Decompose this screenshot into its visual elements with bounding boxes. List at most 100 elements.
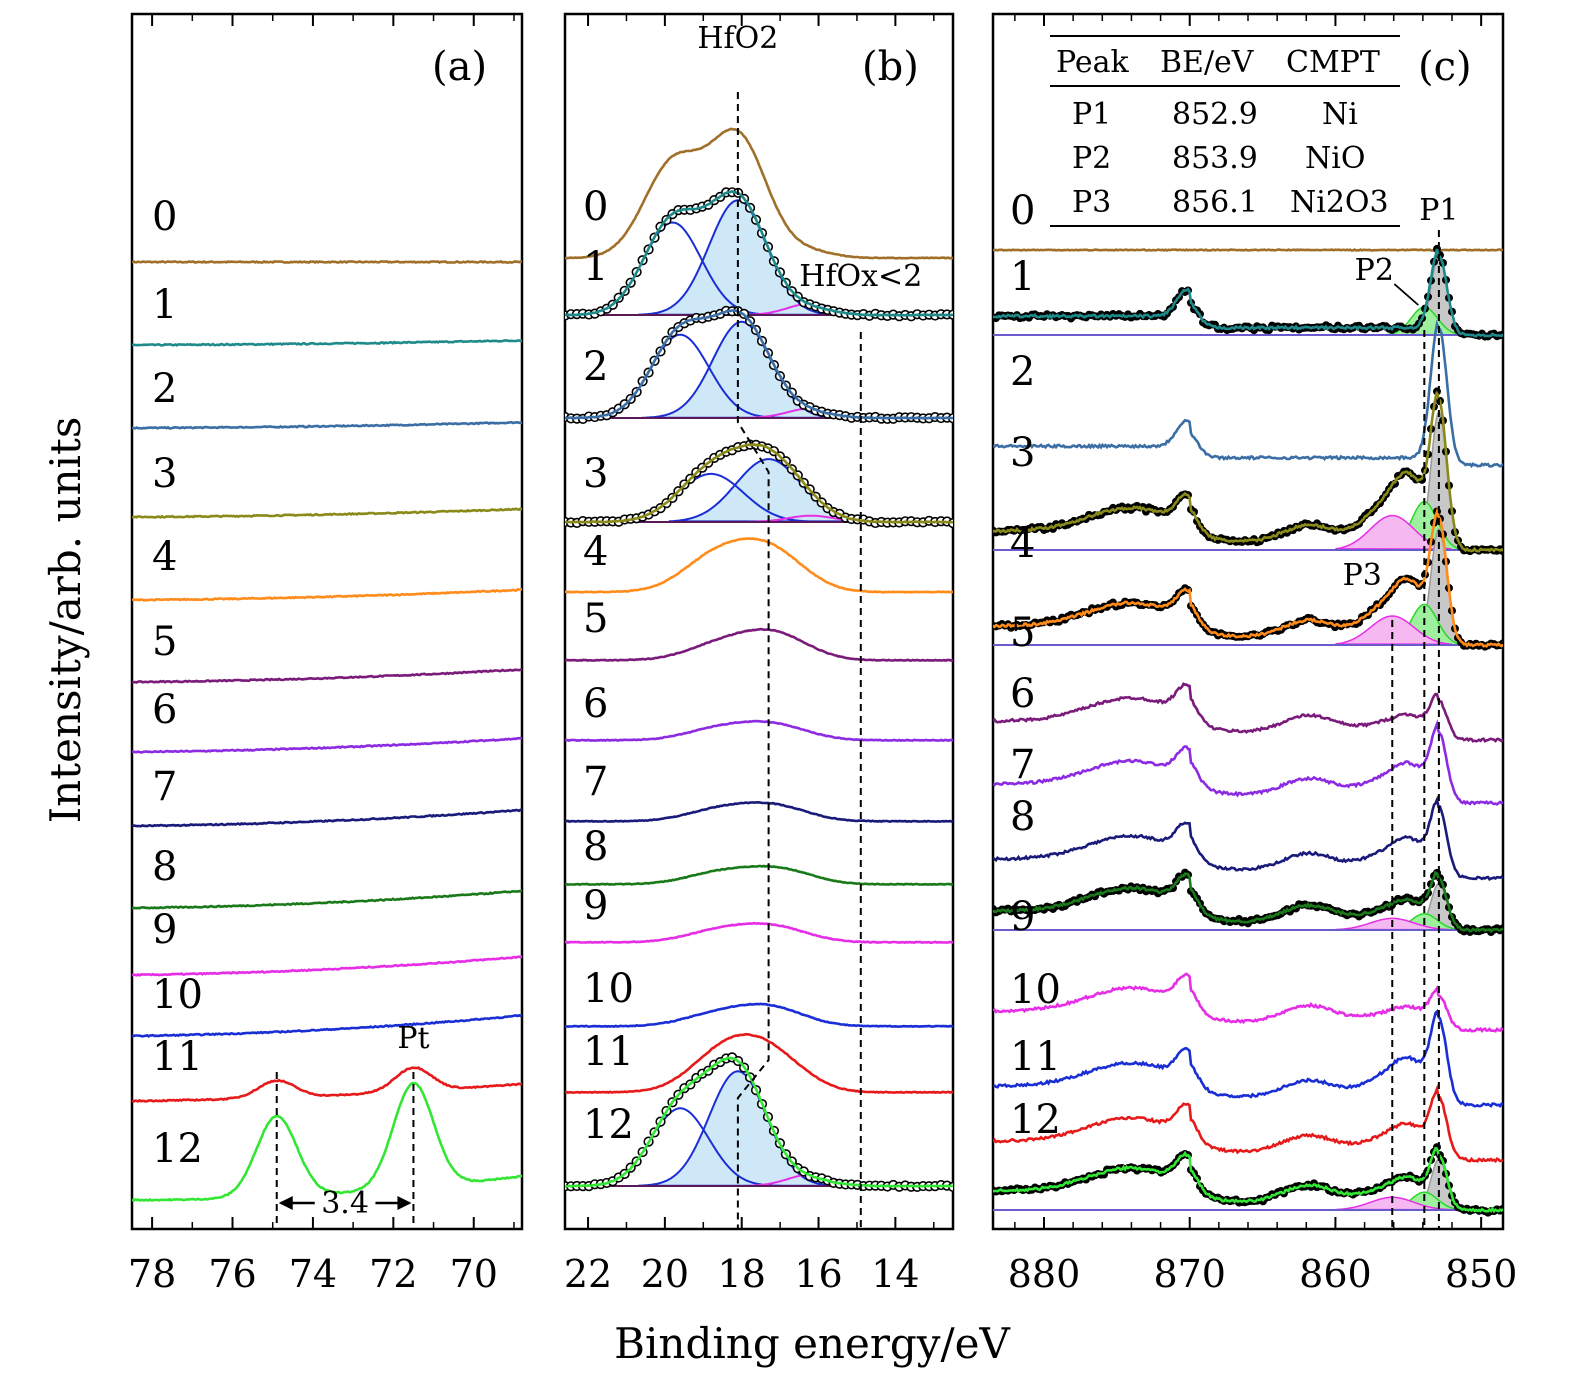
trace-label: 1	[152, 282, 177, 328]
p1-annotation: P1	[1419, 193, 1458, 228]
table-cell: Ni	[1322, 97, 1358, 132]
trace-label: 3	[152, 451, 177, 497]
table-header-be: BE/eV	[1160, 45, 1255, 80]
table-header-peak: Peak	[1056, 45, 1129, 80]
spectrum-line-b	[565, 309, 953, 420]
panel-c-ticks: 880 870 8 6 0 850	[1008, 14, 1518, 1296]
trace-label: 11	[583, 1029, 634, 1075]
p2-pointer	[1393, 283, 1419, 306]
trace-label: 9	[152, 907, 177, 953]
spectrum-line-a	[132, 736, 522, 754]
spectrum-line-c	[993, 682, 1503, 743]
trace-label: 7	[1010, 742, 1035, 788]
spectrum-line-b	[565, 537, 953, 594]
trace-label: 10	[583, 966, 634, 1012]
trace-label: 9	[1010, 894, 1035, 940]
spectrum-line-c	[993, 719, 1503, 806]
spectrum-line-c	[993, 1146, 1503, 1214]
spectrum-line-b	[565, 1032, 953, 1095]
trace-label: 11	[152, 1034, 203, 1080]
peak-shift-guide	[736, 92, 770, 1229]
spectrum-line-c	[993, 1084, 1503, 1164]
trace-label: 0	[1010, 188, 1035, 234]
x-tick-label: 16	[794, 1252, 842, 1296]
table-cell: 853.9	[1172, 141, 1258, 176]
x-axis-label: Binding energy/eV	[614, 1319, 1010, 1368]
pt-annotation: Pt	[397, 1021, 429, 1056]
spectrum-line-b	[565, 719, 953, 743]
table-cell: Ni2O3	[1290, 185, 1389, 220]
trace-label: 4	[152, 534, 177, 580]
p3-annotation: P3	[1343, 558, 1382, 593]
hfo2-annotation: HfO2	[697, 21, 778, 56]
panel-a-ticks: 78 76 74 72 70	[128, 14, 515, 1296]
spectrum-line-c	[993, 870, 1503, 934]
spectrum-line-a	[132, 1013, 522, 1038]
trace-label: 8	[1010, 794, 1035, 840]
trace-label: 4	[1010, 521, 1035, 567]
panel-b-ticks: 22 20 18 16 14	[564, 14, 935, 1296]
spectrum-line-a	[132, 955, 522, 977]
trace-label: 10	[1010, 967, 1061, 1013]
spectrum-line-c	[993, 1008, 1503, 1108]
spectrum-line-a	[132, 889, 522, 910]
arrow-head	[278, 1196, 293, 1210]
x-tick-label: 880	[1008, 1252, 1081, 1296]
spectrum-line-c	[993, 795, 1503, 881]
table-cell: P2	[1072, 141, 1111, 176]
spectrum-line-a	[132, 259, 522, 265]
spectrum-line-c	[993, 391, 1503, 553]
fit-component-p3	[1335, 1196, 1453, 1211]
trace-label: 0	[583, 184, 608, 230]
spectrum-line-a	[132, 338, 522, 347]
trace-label: 5	[583, 596, 608, 642]
spectrum-line-b	[565, 1002, 953, 1029]
table-cell: 856.1	[1172, 185, 1258, 220]
peak-table: Peak BE/eV CMPT P1 852.9 Ni P2 853.9 NiO…	[1050, 35, 1400, 227]
p2-annotation: P2	[1355, 253, 1394, 288]
spectrum-line-b	[565, 800, 953, 824]
spectrum-line-c	[993, 248, 1503, 252]
x-tick-label: 850	[1445, 1252, 1518, 1296]
panel-a-letter: (a)	[432, 44, 487, 90]
trace-label: 6	[1010, 671, 1035, 717]
spectrum-line-a	[132, 808, 522, 828]
trace-label: 1	[1010, 254, 1035, 300]
trace-label: 6	[583, 681, 608, 727]
spectrum-line-a	[132, 1066, 522, 1103]
trace-label: 1	[583, 244, 608, 290]
spacing-annotation: 3.4	[321, 1186, 369, 1221]
spectrum-line-a	[132, 588, 522, 602]
trace-label: 6	[152, 687, 177, 733]
spectrum-line-b	[565, 443, 953, 524]
trace-label: 0	[152, 194, 177, 240]
y-axis-label: Intensity/arb. units	[41, 417, 90, 824]
x-tick-label: 76	[208, 1252, 256, 1296]
x-tick-label: 72	[369, 1252, 417, 1296]
table-cell: P3	[1072, 185, 1111, 220]
fit-component-p3	[1335, 917, 1453, 931]
hfox-annotation: HfOx<2	[799, 259, 922, 294]
trace-label: 11	[1010, 1034, 1061, 1080]
arrow-head	[397, 1196, 412, 1210]
spectrum-line-c	[993, 319, 1503, 469]
panel-b-frame	[563, 12, 955, 1231]
spectrum-line-a	[132, 667, 522, 684]
x-tick-label: 22	[564, 1252, 612, 1296]
panel-a-frame	[130, 12, 524, 1231]
trace-label: 12	[1010, 1097, 1061, 1143]
x-tick-label: 870	[1153, 1252, 1226, 1296]
panel-c	[993, 244, 1503, 1217]
spectrum-line-b	[565, 127, 953, 260]
spectrum-line-a	[132, 420, 522, 430]
spectrum-line-b	[565, 921, 953, 944]
trace-label: 3	[583, 451, 608, 497]
panel-b-letter: (b)	[862, 44, 919, 90]
spectrum-line-b	[565, 189, 953, 317]
x-tick-label: 20	[641, 1252, 689, 1296]
spectrum-line-b	[565, 1056, 953, 1188]
spectrum-line-a	[132, 1081, 522, 1203]
trace-label: 2	[1010, 349, 1035, 395]
